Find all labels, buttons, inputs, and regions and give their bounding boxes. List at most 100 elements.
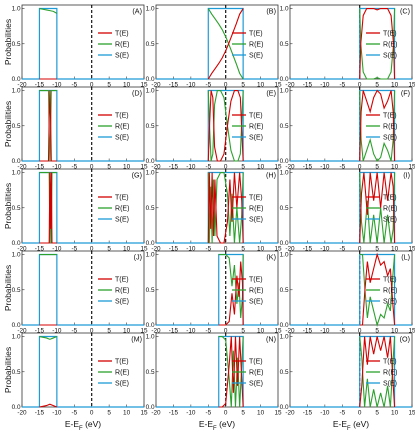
legend-entry-t: T(E) xyxy=(249,359,263,366)
x-tick-label: -20 xyxy=(285,82,295,89)
x-tick-label: 10 xyxy=(257,164,265,171)
x-tick-label: -5 xyxy=(339,82,345,89)
x-tick-label: 0 xyxy=(358,328,362,335)
x-tick-label: 10 xyxy=(123,246,131,253)
x-tick-label: -20 xyxy=(285,328,295,335)
legend-entry-s: S(E) xyxy=(383,53,397,60)
x-tick-label: -15 xyxy=(169,164,179,171)
legend-entry-t: T(E) xyxy=(249,195,263,202)
y-tick-label: 0.0 xyxy=(12,76,21,83)
y-tick-label: 0.5 xyxy=(146,369,155,376)
x-tick-label: 15 xyxy=(274,246,282,253)
y-tick-label: 0.0 xyxy=(280,158,289,165)
legend-entry-r: R(E) xyxy=(383,42,397,49)
series-r-line xyxy=(359,90,396,162)
y-tick-label: 0.5 xyxy=(280,205,289,212)
x-tick-label: 0 xyxy=(224,82,228,89)
x-tick-label: -20 xyxy=(285,164,295,171)
x-tick-label: 0 xyxy=(224,410,228,417)
x-tick-label: 15 xyxy=(274,164,282,171)
x-tick-label: -15 xyxy=(303,246,313,253)
x-tick-label: 5 xyxy=(375,164,379,171)
y-tick-label: 0.5 xyxy=(280,41,289,48)
legend-entry-t: T(E) xyxy=(383,113,397,120)
x-tick-label: -5 xyxy=(205,82,211,89)
panel-frame xyxy=(155,4,279,80)
series-r-line xyxy=(359,172,396,244)
x-tick-label: -5 xyxy=(71,410,77,417)
x-tick-label: 0 xyxy=(224,164,228,171)
x-tick-label: 5 xyxy=(375,246,379,253)
x-tick-label: -20 xyxy=(285,410,295,417)
x-tick-label: -5 xyxy=(205,246,211,253)
panel-o: -20 -15 -10 -5 0 5 10 15 0.0 0.5 1.0 (O) T(E) R(E) S(E… xyxy=(280,332,415,417)
x-tick-label: -10 xyxy=(186,246,196,253)
legend-entry-r: R(E) xyxy=(115,42,129,49)
panel-n: -20 -15 -10 -5 0 5 10 15 0.0 0.5 1.0 (N) T(E) R(E) S(E… xyxy=(146,332,282,417)
legend-entry-s: S(E) xyxy=(115,217,129,224)
panel-label: (M) xyxy=(131,335,142,344)
legend-entry-r: R(E) xyxy=(383,288,397,295)
x-tick-label: -20 xyxy=(151,164,161,171)
x-tick-label: 15 xyxy=(408,164,415,171)
legend-entry-s: S(E) xyxy=(383,381,397,388)
x-tick-label: 0 xyxy=(90,328,94,335)
x-tick-label: 5 xyxy=(107,164,111,171)
x-tick-label: 15 xyxy=(408,328,415,335)
legend-entry-t: T(E) xyxy=(383,195,397,202)
x-tick-label: -20 xyxy=(17,164,27,171)
x-tick-label: -5 xyxy=(339,164,345,171)
y-tick-label: 0.5 xyxy=(146,205,155,212)
x-tick-label: -5 xyxy=(205,410,211,417)
legend-entry-t: T(E) xyxy=(115,31,129,38)
panel-label: (B) xyxy=(266,7,276,16)
x-tick-label: -20 xyxy=(17,82,27,89)
panel-label: (J) xyxy=(134,253,142,262)
series-s-line xyxy=(156,7,278,80)
legend-entry-t: T(E) xyxy=(383,359,397,366)
legend-entry-r: R(E) xyxy=(383,206,397,213)
y-tick-label: 1.0 xyxy=(146,88,155,95)
legend-entry-t: T(E) xyxy=(115,359,129,366)
x-tick-label: 10 xyxy=(391,328,399,335)
panel-i: -20 -15 -10 -5 0 5 10 15 0.0 0.5 1.0 (I) T(E) R(E) S(E… xyxy=(280,168,415,253)
panel-label: (F) xyxy=(401,89,410,98)
x-tick-label: 10 xyxy=(391,246,399,253)
x-tick-label: -15 xyxy=(303,164,313,171)
x-tick-label: -5 xyxy=(71,246,77,253)
series-r-line xyxy=(39,171,57,244)
series-r-line xyxy=(359,8,396,80)
series-r-line xyxy=(218,253,244,318)
x-tick-label: 15 xyxy=(408,246,415,253)
series-t-line xyxy=(207,172,244,244)
panel-d: -20 -15 -10 -5 0 5 10 15 0.0 0.5 1.0 (D) T(E) R(E) S(E… xyxy=(12,86,148,171)
x-tick-label: -10 xyxy=(320,164,330,171)
y-tick-label: 0.0 xyxy=(12,322,21,329)
panel-h: -20 -15 -10 -5 0 5 10 15 0.0 0.5 1.0 (H) T(E) R(E) S(E… xyxy=(146,168,282,253)
panel-label: (H) xyxy=(266,171,276,180)
legend-entry-t: T(E) xyxy=(383,277,397,284)
x-tick-label: -20 xyxy=(151,410,161,417)
x-tick-label: -15 xyxy=(35,82,45,89)
y-tick-label: 0.0 xyxy=(146,76,155,83)
x-tick-label: -15 xyxy=(303,328,313,335)
x-axis-label: E-EF (eV) xyxy=(65,419,101,432)
x-tick-label: -10 xyxy=(186,82,196,89)
x-tick-label: -15 xyxy=(35,164,45,171)
x-tick-label: 5 xyxy=(107,82,111,89)
legend-entry-t: T(E) xyxy=(383,31,397,38)
x-tick-label: 10 xyxy=(257,410,265,417)
legend-entry-s: S(E) xyxy=(115,135,129,142)
panel-a: -20 -15 -10 -5 0 5 10 15 0.0 0.5 1.0 (A) T(E) R(E) S(E… xyxy=(12,4,148,89)
y-tick-label: 1.0 xyxy=(12,252,21,259)
x-tick-label: 10 xyxy=(391,410,399,417)
series-r-line xyxy=(207,89,244,162)
y-tick-label: 0.0 xyxy=(146,240,155,247)
legend-entry-s: S(E) xyxy=(249,135,263,142)
x-tick-label: -20 xyxy=(17,410,27,417)
x-tick-label: -10 xyxy=(320,328,330,335)
y-tick-label: 0.0 xyxy=(146,404,155,411)
x-tick-label: -10 xyxy=(52,410,62,417)
series-t-line xyxy=(39,172,57,244)
